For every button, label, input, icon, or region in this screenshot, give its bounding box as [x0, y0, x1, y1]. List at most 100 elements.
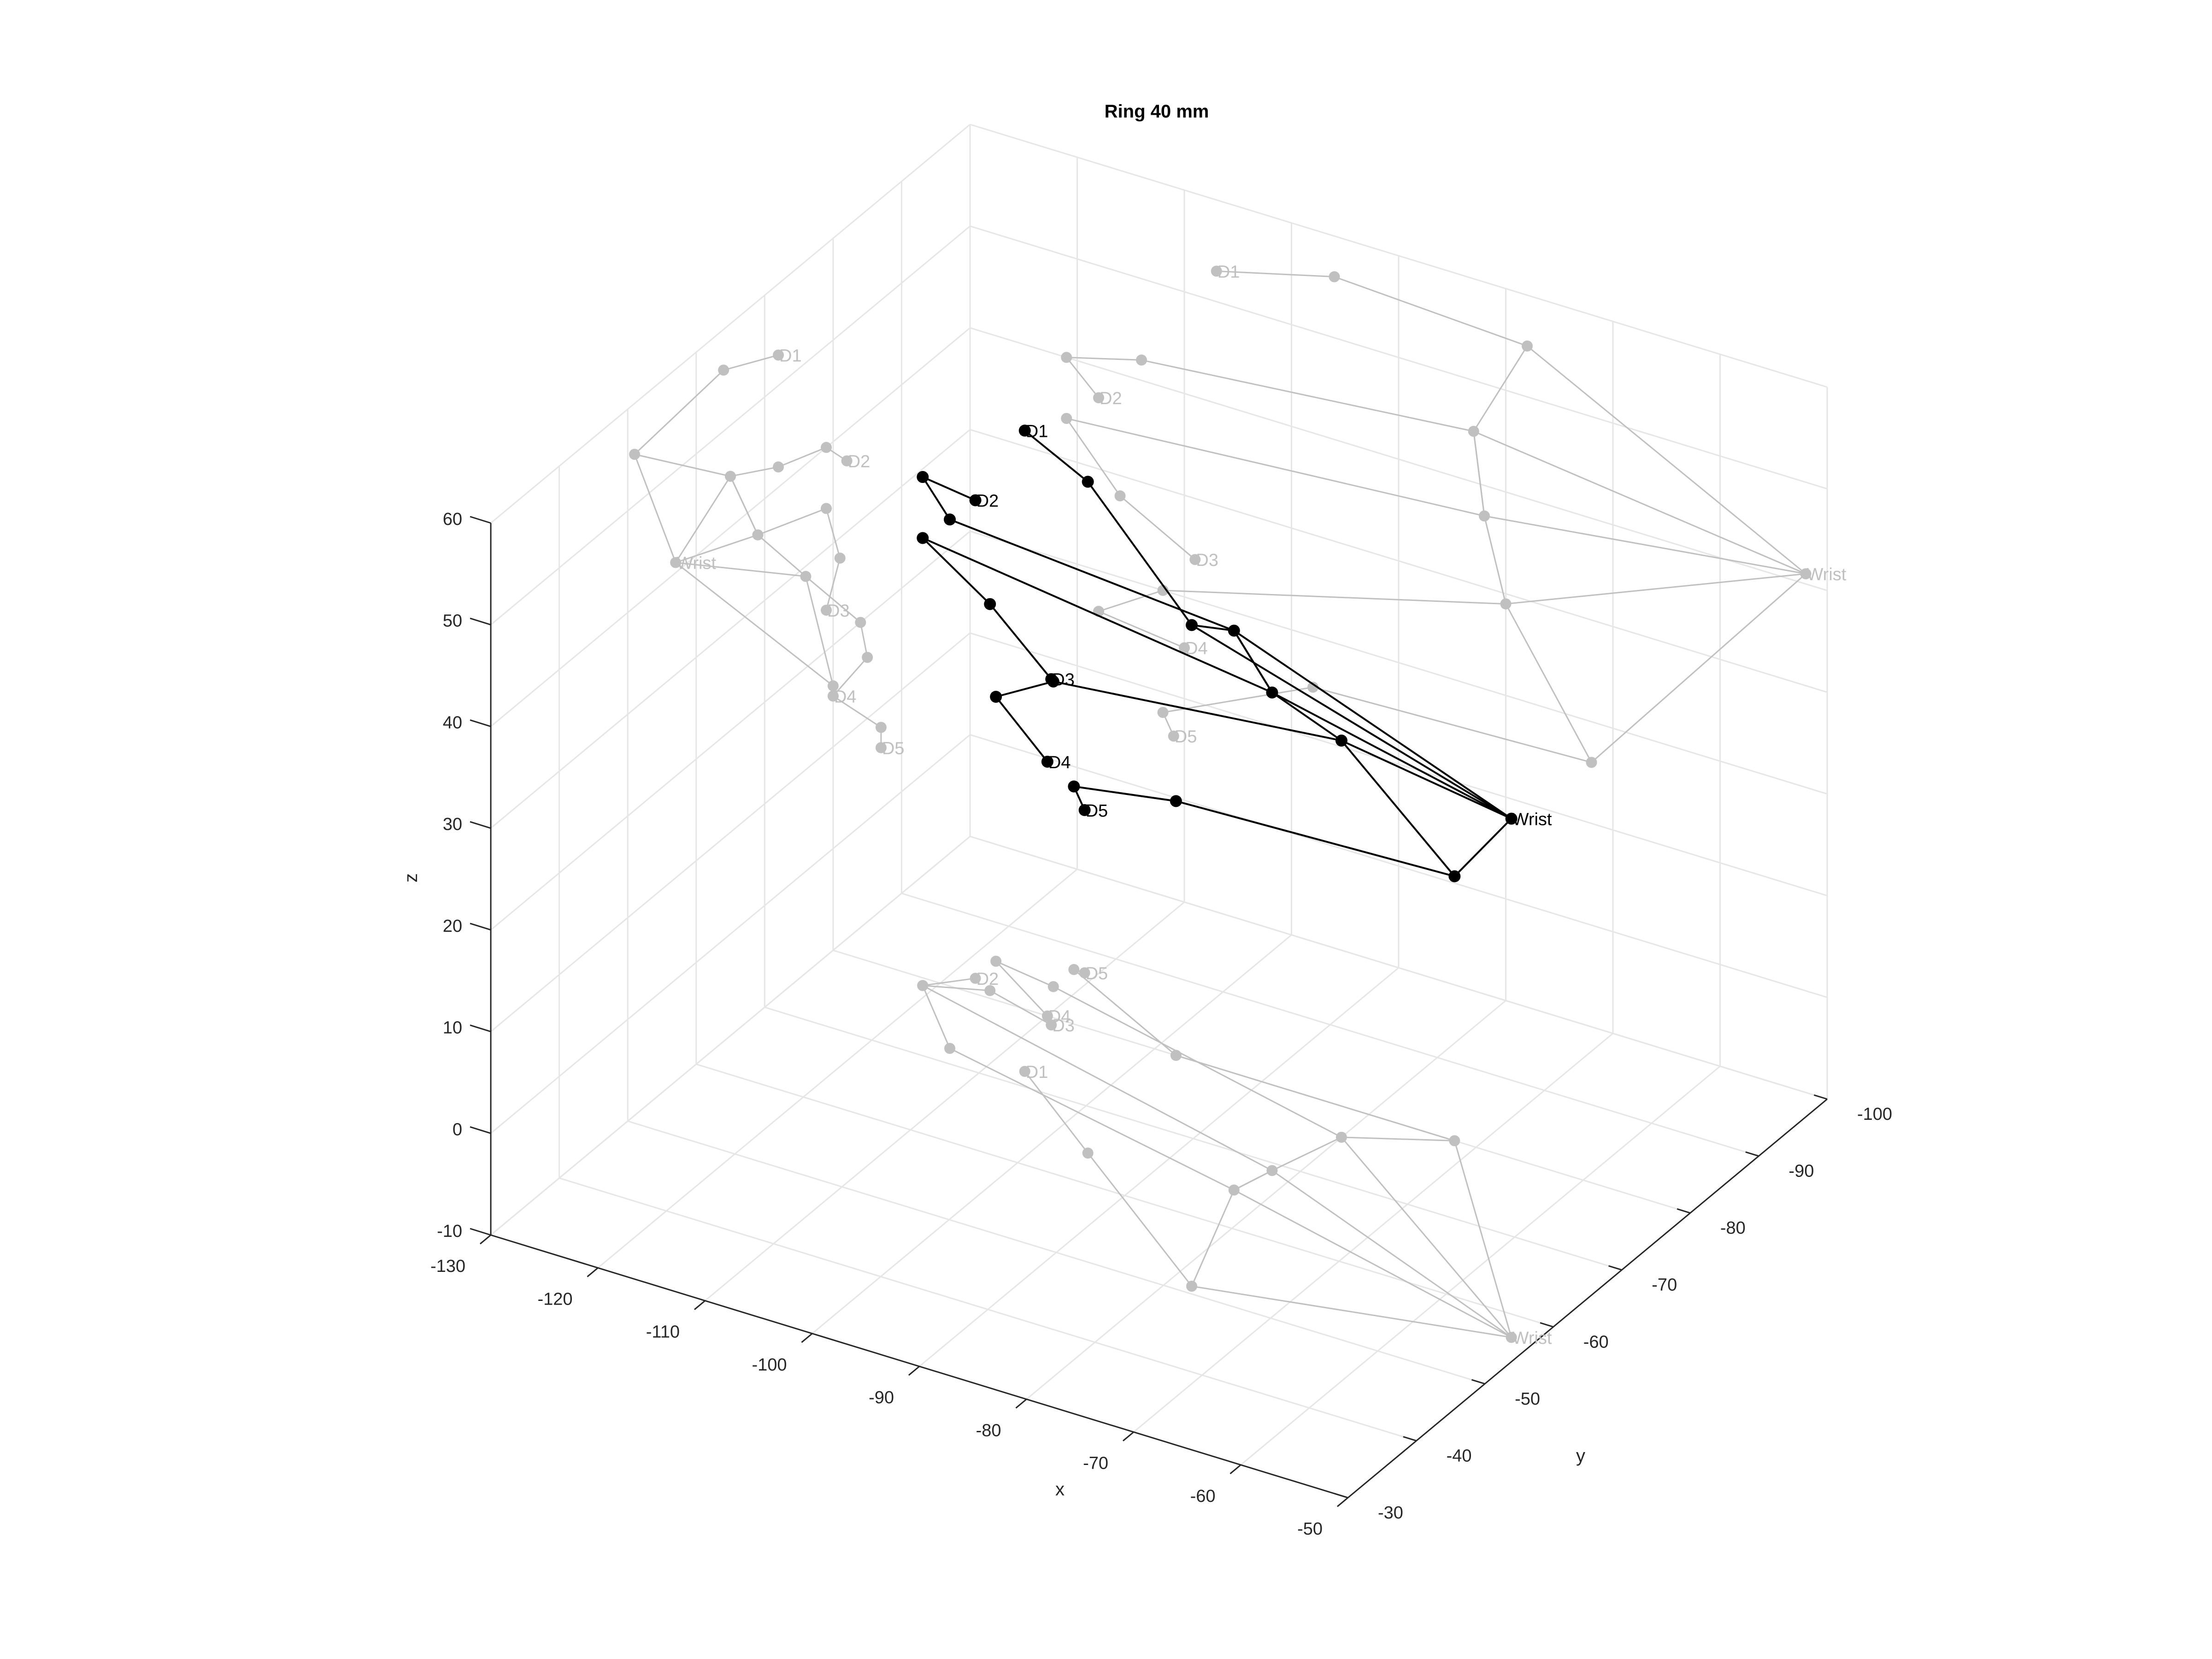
x-wall-projection-joint	[725, 471, 736, 482]
grid-line	[559, 1177, 1417, 1441]
grid-line	[696, 1063, 1554, 1328]
hand-bone	[1024, 429, 1088, 482]
grid-line	[490, 327, 971, 727]
floor-projection-joint	[1046, 1019, 1057, 1031]
hand-bone	[1053, 680, 1342, 741]
x-wall-projection-joint	[841, 455, 853, 467]
x-tick-mark	[1122, 1431, 1134, 1441]
y-wall-projection-joint	[1168, 730, 1179, 742]
z-axis-label: z	[401, 873, 421, 882]
grid-line	[970, 124, 1828, 388]
x-tick-label: -80	[976, 1421, 1001, 1440]
floor-projection-bone	[995, 960, 1054, 988]
z-tick-label: 60	[443, 510, 462, 529]
hand-joint	[1041, 755, 1053, 768]
x-axis-ticks: -130 -120 -110 -100 -90 -80 -70 -60 -50	[430, 1234, 1348, 1539]
y-wall-projection-joint	[1500, 598, 1512, 610]
projection-layer: WristD1D2D3D4D5WristD1D2D3D4D5WristD1D2D…	[629, 262, 1847, 1348]
y-axis-line	[1347, 1098, 1828, 1499]
hand-bone	[1271, 691, 1512, 820]
grid-line	[627, 1120, 1485, 1385]
grid-line	[970, 632, 1828, 897]
hand-bone	[1233, 629, 1512, 820]
y-wall-projection-joint	[1800, 568, 1812, 580]
x-wall-projection-bone	[675, 562, 834, 687]
hand-joint	[1078, 804, 1091, 816]
hand-bone	[1074, 785, 1177, 802]
floor-projection-joint	[1082, 1147, 1094, 1159]
x-tick-mark	[1015, 1399, 1027, 1409]
y-tick-label: -100	[1857, 1105, 1892, 1124]
z-tick-label: 20	[443, 917, 462, 936]
floor-projection-bone	[923, 977, 976, 987]
hand-bone	[922, 537, 991, 605]
y-tick-mark	[1677, 1208, 1691, 1214]
hand-bone	[1453, 818, 1512, 877]
floor-projection-bone	[922, 985, 1273, 1171]
floor-projection-bone	[1234, 1170, 1273, 1191]
grid-line	[490, 734, 971, 1134]
x-wall-projection-bone	[859, 622, 868, 658]
grid-line	[970, 835, 1828, 1100]
hand-joint	[1186, 619, 1198, 631]
grid-line	[764, 1006, 1622, 1271]
y-axis-ticks: -100 -90 -80 -70 -60 -50 -40 -30	[1334, 1094, 1892, 1523]
y-wall-projection-label-wrist: Wrist	[1807, 565, 1847, 584]
floor-projection-joint	[1041, 1010, 1053, 1022]
grid-line	[970, 327, 1828, 591]
floor-projection-joint	[1186, 1281, 1197, 1292]
y-tick-mark	[1403, 1436, 1417, 1441]
y-wall-projection-label-d2: D2	[1100, 389, 1122, 408]
hand-joint	[1082, 476, 1094, 488]
x-wall-projection-joint	[827, 690, 839, 702]
x-wall-projection-bone	[729, 476, 759, 535]
hand-bone	[922, 476, 951, 520]
hand-joint	[1228, 624, 1240, 637]
x-wall-projection-bone	[634, 453, 731, 477]
z-tick-label: 30	[443, 815, 462, 834]
grid-lines	[490, 124, 1828, 1499]
y-wall-projection-bone	[1484, 515, 1806, 575]
hand-bone	[1341, 740, 1455, 877]
z-tick-label: 40	[443, 713, 462, 732]
x-wall-projection-joint	[862, 652, 873, 663]
x-wall-projection-bone	[805, 576, 861, 623]
z-tick-label: 50	[443, 612, 462, 631]
x-tick-mark	[694, 1300, 706, 1310]
x-wall-projection-bone	[805, 576, 834, 686]
y-tick-mark	[1540, 1322, 1554, 1328]
floor-projection-bone	[1191, 1285, 1512, 1338]
x-tick-label: -60	[1190, 1487, 1216, 1506]
grid-line	[490, 835, 971, 1236]
x-wall-projection-label-d3: D3	[827, 601, 850, 621]
floor-projection-bone	[922, 985, 951, 1049]
hand-bone	[1271, 692, 1342, 741]
floor-projection-joint	[984, 985, 996, 996]
hand-joint	[917, 532, 929, 544]
x-wall-projection-joint	[629, 448, 640, 460]
hand-label-d4: D4	[1048, 753, 1071, 772]
floor-projection-bone	[923, 985, 990, 992]
hand-bone	[1191, 624, 1235, 632]
y-wall-projection-label-d5: D5	[1175, 727, 1197, 747]
y-wall-projection-bone	[1141, 359, 1474, 432]
grid-line	[970, 734, 1828, 998]
x-wall-projection-label-d1: D1	[779, 347, 802, 366]
x-wall-projection-joint	[834, 553, 846, 564]
hand-bone	[1233, 630, 1273, 693]
floor-projection-label-d3: D3	[1052, 1016, 1075, 1035]
hand-bone	[1087, 481, 1193, 626]
x-wall-projection-bone	[757, 507, 827, 536]
z-tick-mark	[470, 1024, 491, 1033]
x-wall-projection-joint	[800, 571, 812, 582]
x-wall-projection-bone	[675, 476, 731, 563]
x-tick-label: -50	[1297, 1519, 1323, 1539]
hand-bone	[1191, 624, 1512, 820]
x-wall-projection-bone	[825, 508, 841, 559]
x-wall-projection-bone	[757, 534, 806, 577]
y-tick-label: -50	[1515, 1389, 1540, 1409]
x-wall-projection-joint	[752, 529, 764, 541]
x-wall-projection-label-d2: D2	[848, 452, 871, 471]
floor-projection-label-d1: D1	[1026, 1063, 1048, 1082]
